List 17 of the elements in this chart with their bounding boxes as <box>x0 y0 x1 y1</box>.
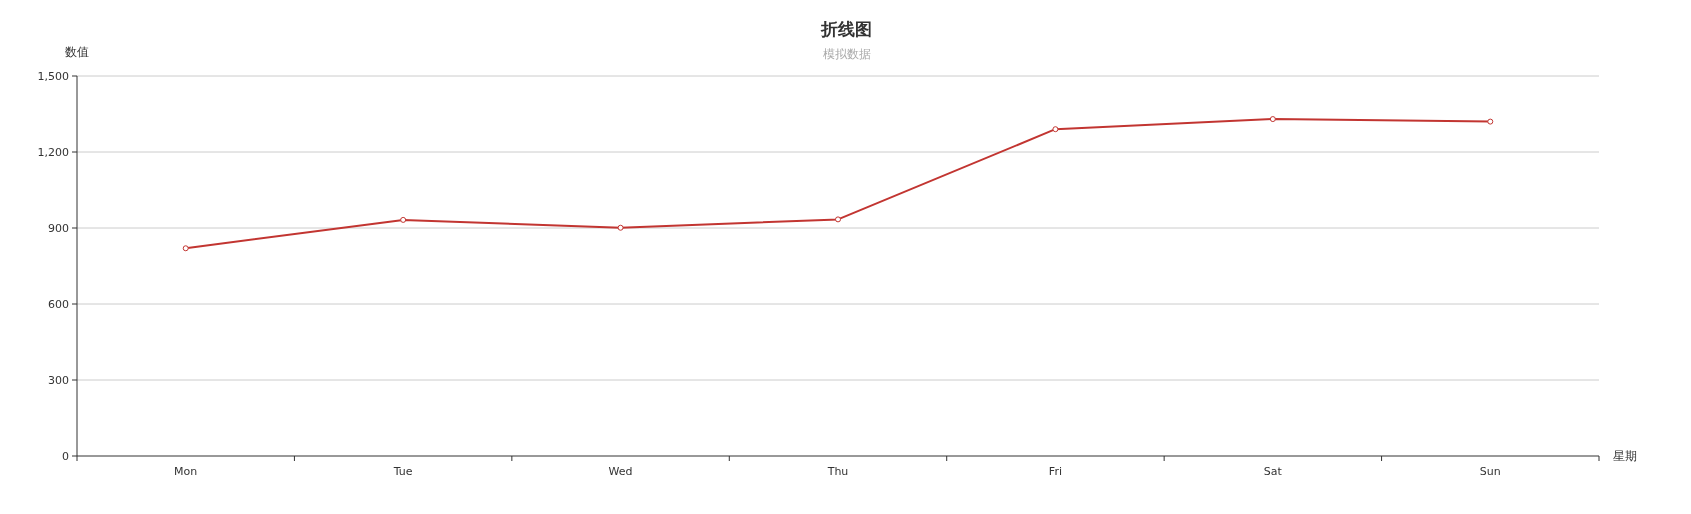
y-axis-title: 数值 <box>65 45 89 59</box>
x-tick-label: Fri <box>1048 465 1062 478</box>
x-tick-label: Sat <box>1263 465 1283 478</box>
y-tick-label: 300 <box>48 374 69 387</box>
y-tick-label: 1,200 <box>37 146 69 159</box>
x-tick-label: Tue <box>392 465 413 478</box>
x-tick-label: Sun <box>1479 465 1501 478</box>
y-tick-label: 0 <box>62 450 69 463</box>
x-tick-label: Thu <box>826 465 849 478</box>
x-tick-label: Wed <box>608 465 633 478</box>
x-tick-label: Mon <box>174 465 198 478</box>
y-tick-label: 1,500 <box>37 70 69 83</box>
chart-title: 折线图 <box>820 19 872 39</box>
x-axis-title: 星期 <box>1613 449 1637 463</box>
y-tick-label: 900 <box>48 222 69 235</box>
chart-subtitle: 模拟数据 <box>822 47 871 61</box>
y-tick-label: 600 <box>48 298 69 311</box>
